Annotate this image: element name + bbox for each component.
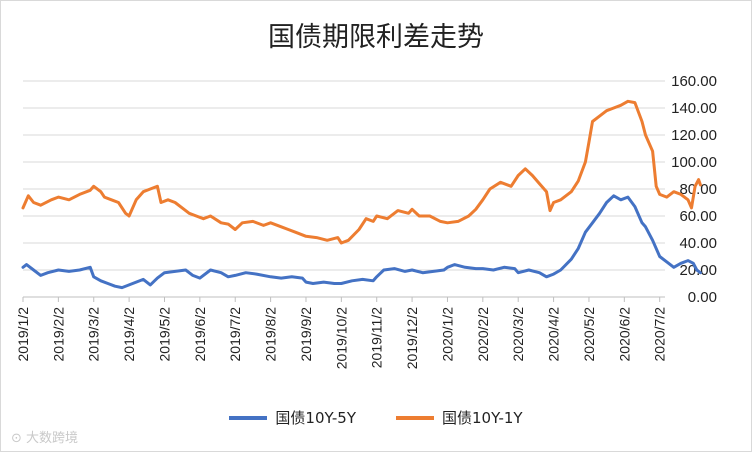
x-tick-label: 2020/7/2 [652,307,668,362]
y-tick-label: 100.00 [671,154,717,171]
series-line-10y-5y [21,194,702,290]
x-tick-label: 2019/11/2 [369,307,385,368]
y-tick-label: 80.00 [679,181,717,198]
y-tick-label: 160.00 [671,73,717,90]
line-chart: 0.0020.0040.0060.0080.00100.00120.00140.… [15,73,717,369]
legend-label-10y-5y: 国债10Y-5Y [275,409,356,427]
legend-label-10y-1y: 国债10Y-1Y [442,409,523,427]
legend-swatch-10y-5y [229,415,268,420]
legend-item-10y-5y: 国债10Y-5Y [229,407,356,428]
watermark-logo: ⊙ 大数跨境 [11,431,79,446]
x-tick-label: 2019/7/2 [227,307,243,362]
y-tick-label: 140.00 [671,100,717,117]
y-tick-label: 40.00 [679,235,717,252]
legend-swatch-10y-1y [396,415,434,420]
x-tick-label: 2019/9/2 [298,307,314,362]
legend-item-10y-1y: 国债10Y-1Y [396,407,523,428]
x-axis: 2019/1/2 2019/2/2 2019/3/2 2019/4/2 2019/5/2… [15,297,668,369]
x-tick-label: 2019/2/2 [50,307,66,362]
x-tick-label: 2020/4/2 [546,307,562,362]
y-tick-label: 120.00 [671,127,717,144]
x-tick-label: 2020/5/2 [581,307,597,362]
legend: 国债10Y-5Y 国债10Y-1Y [1,407,751,428]
x-tick-label: 2019/1/2 [15,307,31,362]
x-tick-label: 2019/12/2 [404,307,420,369]
x-tick-label: 2020/1/2 [439,307,455,362]
x-tick-label: 2020/6/2 [616,307,632,362]
x-tick-label: 2019/6/2 [192,307,208,362]
x-tick-label: 2020/2/2 [475,307,491,362]
series-line-10y-1y [21,99,702,245]
y-tick-label: 60.00 [679,208,717,225]
x-tick-label: 2020/3/2 [510,307,526,362]
series-lines [21,99,702,290]
x-tick-label: 2019/8/2 [263,307,279,362]
grid-lines [23,80,665,298]
x-tick-label: 2019/4/2 [121,307,137,362]
x-tick-label: 2019/5/2 [156,307,172,362]
y-tick-label: 0.00 [688,289,717,306]
x-tick-label: 2019/10/2 [333,307,349,369]
chart-title: 国债期限利差走势 [268,22,484,53]
x-tick-label: 2019/3/2 [86,307,102,362]
